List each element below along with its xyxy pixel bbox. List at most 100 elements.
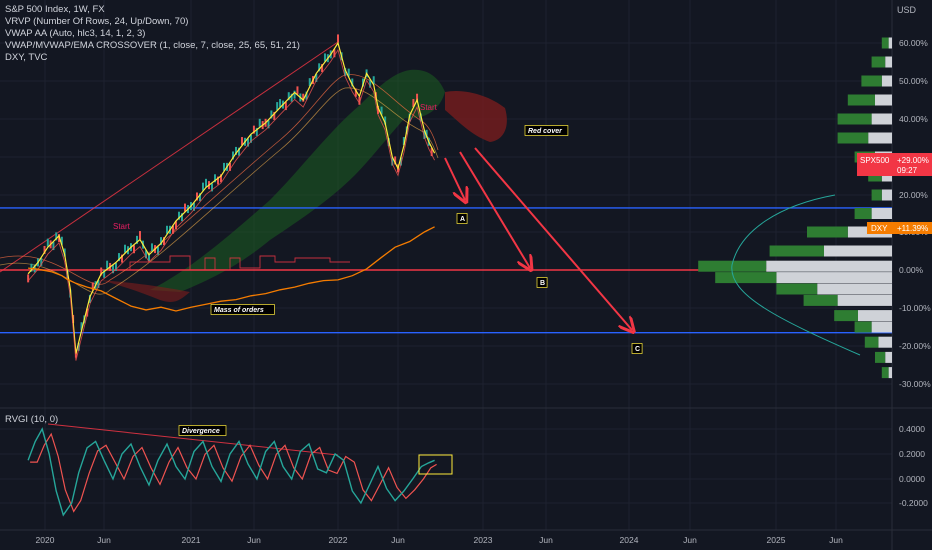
price-candle [136, 235, 138, 244]
osc-axis-tick: -0.2000 [899, 498, 928, 508]
label-c-box [631, 343, 643, 354]
price-candle [258, 118, 261, 127]
price-candle [27, 274, 30, 283]
price-candle [80, 322, 83, 331]
vwap-band-2 [0, 87, 439, 295]
time-axis-tick: Jun [247, 535, 261, 545]
price-candle [308, 78, 311, 87]
price-candle [287, 92, 290, 101]
price-candle [60, 236, 63, 245]
profile-bar-down [888, 367, 892, 379]
price-candle [106, 260, 109, 269]
price-candle [270, 110, 273, 119]
mvwap-step [129, 255, 350, 271]
price-axis-tick: 20.00% [899, 190, 928, 200]
price-axis-tick: -30.00% [899, 379, 931, 389]
profile-bar-down [817, 283, 892, 295]
arrow-b [459, 151, 530, 268]
price-candle [97, 280, 100, 289]
price-axis-tick: 60.00% [899, 38, 928, 48]
price-candle [100, 267, 103, 276]
profile-bar-up [875, 351, 886, 363]
price-candle [252, 125, 255, 134]
price-candle [202, 182, 204, 191]
time-axis-tick: Jun [683, 535, 697, 545]
legend-vwap-aa[interactable]: VWAP AA (Auto, hlc3, 14, 1, 2, 3) [5, 28, 146, 39]
legend-dxy[interactable]: DXY, TVC [5, 52, 48, 63]
price-candle [223, 162, 225, 171]
profile-bar-down [881, 189, 892, 201]
price-candle [273, 111, 276, 120]
arrow-a [444, 157, 465, 200]
time-axis-tick: 2020 [36, 535, 55, 545]
profile-bar-down [885, 56, 892, 68]
axes: 60.00%50.00%40.00%30.00%20.00%10.00%0.00… [36, 38, 932, 545]
price-candle [276, 102, 279, 111]
label-red-cover: Red cover [528, 128, 563, 135]
price-candle [214, 174, 216, 183]
profile-bar-up [715, 272, 777, 284]
label-red-cover-box [524, 125, 569, 136]
profile-bar-down [837, 294, 892, 306]
price-candle [333, 49, 336, 58]
price-candle [232, 151, 234, 160]
profile-curve [731, 194, 861, 356]
price-candle [172, 225, 174, 234]
time-axis-tick: Jun [97, 535, 111, 545]
price-candle [255, 127, 258, 136]
price-candle [77, 342, 80, 351]
profile-bar-up [864, 336, 879, 348]
profile-bar-up [803, 294, 838, 306]
price-axis-tick: -20.00% [899, 341, 931, 351]
label-divergence-box [178, 425, 227, 436]
price-candle [372, 76, 375, 85]
price-candle [358, 96, 361, 105]
currency-label: USD [897, 5, 917, 15]
price-candle [337, 34, 339, 43]
oscillator-title[interactable]: RVGI (10, 0) [5, 414, 59, 425]
price-candle [91, 282, 94, 291]
price-candle [235, 146, 237, 155]
time-axis-tick: 2025 [767, 535, 786, 545]
profile-bar-up [834, 310, 858, 322]
price-candle [86, 308, 89, 317]
price-candle [30, 263, 33, 272]
price-candle [238, 147, 240, 156]
price-candle [416, 93, 419, 102]
profile-bar-down [888, 37, 892, 49]
profile-bar-up [776, 283, 818, 295]
label-a: A [460, 216, 465, 223]
projection-arrows [444, 147, 632, 330]
label-start-2: Start [113, 222, 131, 231]
price-candle [175, 221, 177, 230]
legend-title[interactable]: S&P 500 Index, 1W, FX [5, 4, 105, 15]
price-candle [148, 253, 150, 262]
price-candle [40, 257, 43, 266]
price-candle [124, 244, 126, 253]
profile-bar-down [868, 132, 892, 144]
price-candle [344, 67, 347, 76]
green-cloud [150, 69, 445, 292]
profile-bar-down [871, 208, 892, 219]
time-axis-tick: Jun [829, 535, 843, 545]
price-candle [284, 102, 287, 111]
price-candle [112, 265, 115, 274]
rvgi-signal-line [30, 432, 437, 513]
price-candle [55, 232, 58, 241]
legend-vrvp[interactable]: VRVP (Number Of Rows, 24, Up/Down, 70) [5, 16, 189, 27]
dxy-line [28, 226, 435, 312]
price-candle [199, 193, 201, 202]
legend-vwap-crossover[interactable]: VWAP/MVWAP/EMA CROSSOVER (1, close, 7, c… [5, 40, 300, 51]
profile-bar-down [766, 260, 892, 272]
price-candle [369, 79, 372, 88]
time-axis-tick: Jun [539, 535, 553, 545]
label-mass-of-orders: Mass of orders [214, 307, 264, 314]
profile-bar-up [837, 113, 872, 125]
price-candle [193, 202, 195, 211]
price-candle [321, 64, 324, 73]
price-candle [323, 53, 326, 62]
price-candle [43, 245, 46, 254]
price-candle [347, 68, 350, 77]
price-candle [241, 137, 243, 146]
